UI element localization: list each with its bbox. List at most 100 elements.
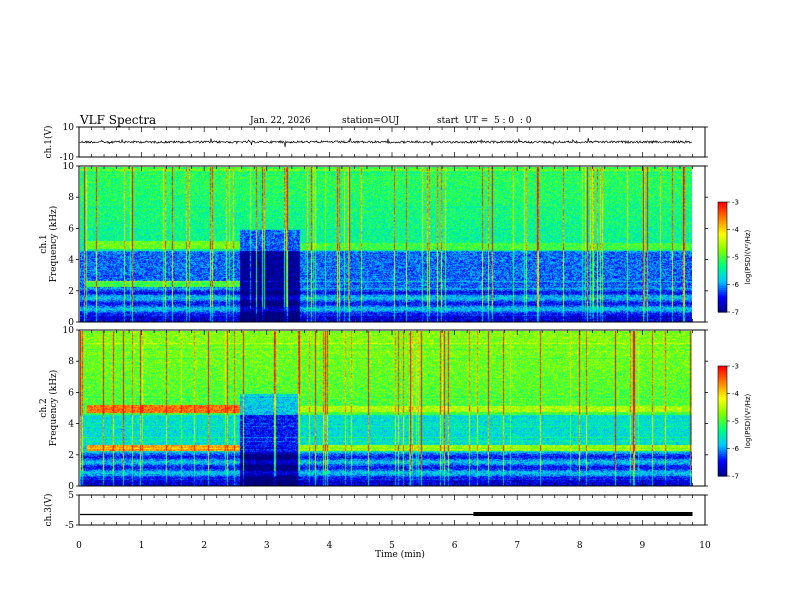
colorbar-segment	[718, 413, 727, 417]
y-tick-label: 4	[68, 420, 74, 430]
colorbar-segment	[718, 454, 727, 457]
colorbar-segment	[718, 273, 727, 276]
colorbar-segment	[718, 310, 727, 313]
x-tick-label: 5	[389, 541, 395, 551]
colorbar-segment	[718, 437, 727, 440]
colorbar-segment	[718, 371, 727, 374]
ch2-frequency-axis-label: Frequency (kHz)	[48, 370, 59, 447]
x-tick-label: 2	[201, 541, 207, 551]
colorbar-segment	[718, 468, 727, 472]
colorbar-segment	[718, 391, 727, 395]
colorbar-segment	[718, 432, 727, 435]
colorbar-segment	[718, 388, 727, 391]
colorbar-segment	[718, 271, 727, 275]
colorbar-segment	[718, 450, 727, 453]
y-tick-label: 8	[68, 357, 74, 367]
colorbar-segment	[718, 275, 727, 278]
colorbar-segment	[718, 222, 727, 225]
colorbar-segment	[718, 470, 727, 473]
colorbar-segment	[718, 461, 727, 464]
colorbar-segment	[718, 366, 727, 369]
colorbar-segment	[718, 406, 727, 409]
y-tick-label: 4	[68, 256, 74, 266]
y-tick-label: 6	[68, 388, 74, 398]
colorbar-segment	[718, 399, 727, 402]
colorbar-segment	[718, 308, 727, 311]
colorbar-segment	[718, 411, 727, 415]
colorbar-segment	[718, 424, 727, 428]
colorbar-segment	[718, 213, 727, 216]
colorbar-segment	[718, 295, 727, 298]
colorbar-segment	[718, 277, 727, 280]
ch2-spectrogram-panel: 0 2 4 6 8 10 ch.2 Frequency (kHz)	[39, 326, 708, 492]
ch1-waveform-panel: 10 -10 ch.1(V)	[43, 123, 708, 163]
colorbar-segment	[718, 255, 727, 258]
colorbar-tick-label: -4	[732, 390, 740, 398]
colorbar-segment	[718, 279, 727, 282]
colorbar-segment	[718, 306, 727, 309]
colorbar-segment	[718, 238, 727, 242]
colorbar-segment	[718, 247, 727, 251]
y-tick-label: 10	[63, 123, 75, 133]
x-tick-label: 8	[577, 541, 583, 551]
colorbar-segment	[718, 282, 727, 286]
colorbar-segment	[718, 235, 727, 238]
colorbar-segment	[718, 443, 727, 446]
colorbar-segment	[718, 203, 727, 207]
x-tick-label: 7	[514, 541, 520, 551]
ch1-frequency-axis-label: Frequency (kHz)	[48, 206, 59, 283]
colorbar-segment	[718, 209, 727, 212]
colorbar-segment	[718, 268, 727, 271]
colorbar-tick-label: -6	[732, 281, 740, 289]
ch1-colorbar: -3 -4 -5 -6 -7 log(PSD)(V²/Hz)	[717, 199, 752, 317]
colorbar-segment	[718, 246, 727, 249]
spectrogram-image	[80, 331, 692, 486]
colorbar-segment	[718, 284, 727, 287]
colorbar-segment	[718, 216, 727, 220]
colorbar-segment	[718, 430, 727, 433]
colorbar-segment	[718, 224, 727, 227]
colorbar-segment	[718, 253, 727, 256]
colorbar-segment	[718, 459, 727, 462]
colorbar-tick-label: -3	[732, 199, 739, 207]
colorbar-tick-label: -5	[732, 418, 739, 426]
colorbar-segment	[718, 251, 727, 254]
colorbar-segment	[718, 472, 727, 475]
colorbar-segment	[718, 240, 727, 243]
colorbar-segment	[718, 373, 727, 376]
y-tick-label: -10	[60, 153, 75, 163]
y-tick-label: 6	[68, 224, 74, 234]
colorbar-segment	[718, 249, 727, 253]
colorbar-segment	[718, 428, 727, 431]
colorbar-segment	[718, 393, 727, 396]
x-tick-label: 6	[452, 541, 458, 551]
x-axis-label: Time (min)	[375, 549, 425, 560]
ch1-voltage-axis-label: ch.1(V)	[43, 126, 54, 159]
ch3-trace-thick-segment	[473, 512, 693, 516]
colorbar-segment	[718, 258, 727, 262]
colorbar-segment	[718, 302, 727, 306]
colorbar-segment	[718, 229, 727, 232]
colorbar-segment	[718, 395, 727, 398]
colorbar-segment	[718, 474, 727, 477]
colorbar-segment	[718, 291, 727, 295]
ch3-voltage-axis-label: ch.3(V)	[43, 494, 54, 527]
colorbar-segment	[718, 377, 727, 380]
ch1-waveform-line	[79, 137, 693, 148]
x-tick-label: 1	[139, 541, 145, 551]
ch1-spectrogram-panel: 0 2 4 6 8 10 ch.1 Frequency (kHz)	[39, 162, 708, 328]
colorbar-segment	[718, 301, 727, 304]
colorbar-segment	[718, 367, 727, 371]
colorbar-segment	[718, 244, 727, 247]
ch3-trace-panel: 5 -5 ch.3(V)	[43, 491, 708, 531]
colorbar-tick-label: -3	[732, 363, 739, 371]
figure-date: Jan. 22, 2026	[249, 116, 311, 126]
colorbar-segment	[718, 452, 727, 455]
colorbar-tick-label: -7	[732, 309, 739, 317]
colorbar-segment	[718, 408, 727, 411]
colorbar-segment	[718, 304, 727, 308]
y-tick-label: 10	[63, 326, 75, 336]
colorbar-segment	[718, 419, 727, 422]
colorbar-tick-label: -7	[732, 473, 739, 481]
